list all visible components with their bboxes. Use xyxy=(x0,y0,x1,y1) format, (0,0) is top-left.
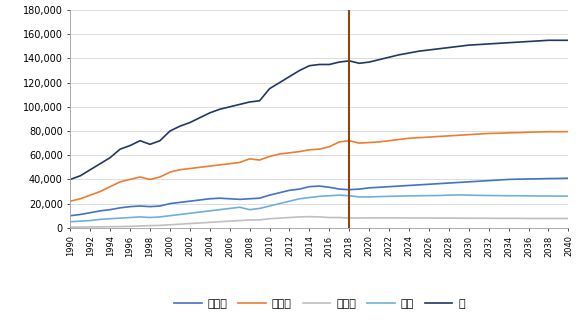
석유류 xyxy=(425,135,432,139)
계 xyxy=(216,107,223,111)
계 xyxy=(176,124,183,128)
계 xyxy=(226,105,233,109)
Legend: 석탄류, 석유류, 가스류, 전력, 계: 석탄류, 석유류, 가스류, 전력, 계 xyxy=(169,295,469,314)
석유류 xyxy=(216,163,223,167)
Line: 전력: 전력 xyxy=(70,195,568,222)
Line: 가스류: 가스류 xyxy=(70,217,568,227)
석유류 xyxy=(396,137,403,141)
석탄류 xyxy=(425,182,432,186)
가스류 xyxy=(67,225,74,229)
Line: 계: 계 xyxy=(70,40,568,180)
계 xyxy=(545,38,552,42)
가스류 xyxy=(406,216,413,220)
석유류 xyxy=(565,130,572,134)
석탄류 xyxy=(67,214,74,218)
전력 xyxy=(555,194,562,198)
가스류 xyxy=(306,215,313,219)
가스류 xyxy=(435,216,442,220)
전력 xyxy=(67,220,74,224)
전력 xyxy=(226,206,233,210)
석탄류 xyxy=(176,200,183,204)
석유류 xyxy=(555,130,562,134)
전력 xyxy=(216,208,223,212)
석탄류 xyxy=(396,184,403,188)
Line: 석유류: 석유류 xyxy=(70,132,568,201)
계 xyxy=(565,38,572,42)
석유류 xyxy=(67,199,74,203)
석유류 xyxy=(226,162,233,166)
가스류 xyxy=(176,222,183,226)
석탄류 xyxy=(226,197,233,201)
계 xyxy=(425,48,432,52)
전력 xyxy=(565,194,572,198)
가스류 xyxy=(216,220,223,224)
전력 xyxy=(396,194,403,198)
가스류 xyxy=(555,216,562,220)
전력 xyxy=(176,212,183,216)
계 xyxy=(396,53,403,57)
석탄류 xyxy=(216,196,223,200)
석유류 xyxy=(176,168,183,172)
계 xyxy=(67,178,74,182)
석탄류 xyxy=(555,177,562,181)
석탄류 xyxy=(565,176,572,180)
전력 xyxy=(455,193,462,197)
가스류 xyxy=(565,216,572,220)
전력 xyxy=(425,194,432,198)
Line: 석탄류: 석탄류 xyxy=(70,178,568,216)
가스류 xyxy=(226,219,233,223)
계 xyxy=(555,38,562,42)
